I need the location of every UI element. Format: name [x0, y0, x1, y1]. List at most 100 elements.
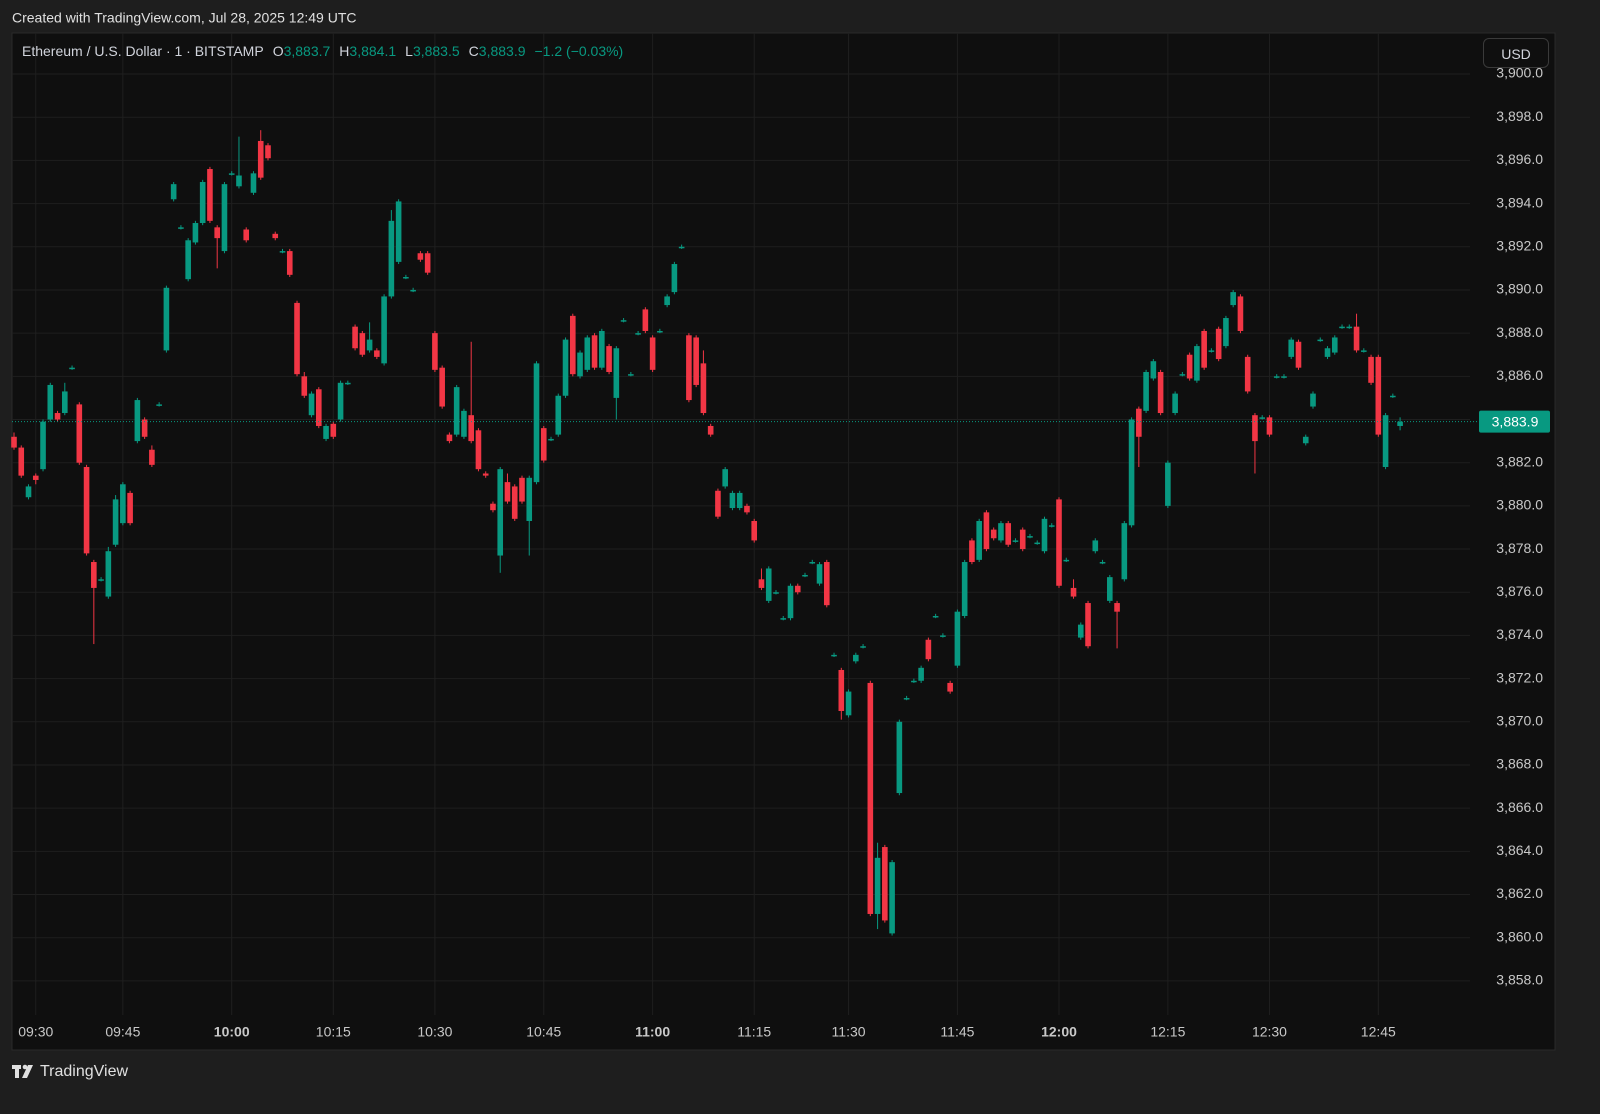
candle-body	[1237, 296, 1244, 331]
candle-body	[794, 585, 801, 593]
candle-body	[1107, 577, 1113, 601]
candle-body	[61, 391, 68, 414]
x-tick-label: 11:45	[940, 1024, 974, 1040]
candle-body	[620, 320, 627, 322]
candle-body	[352, 326, 358, 349]
y-tick-label: 3,898.0	[1496, 108, 1543, 124]
candle-body	[11, 436, 17, 448]
candle-body	[1063, 559, 1070, 562]
candle-body	[780, 618, 787, 620]
y-tick-label: 3,866.0	[1496, 799, 1543, 815]
y-tick-label: 3,896.0	[1496, 151, 1543, 167]
candle-body	[1295, 341, 1302, 368]
candle-body	[83, 467, 90, 554]
candle-body	[32, 475, 39, 480]
y-tick-label: 3,880.0	[1496, 497, 1543, 513]
candle-body	[1186, 354, 1193, 379]
candle-body	[272, 233, 279, 239]
candle-body	[744, 505, 750, 513]
candle-body	[497, 469, 504, 556]
candle-body	[983, 512, 990, 550]
candle-body	[707, 425, 714, 435]
candle-body	[1375, 356, 1382, 435]
candle-body	[294, 302, 300, 375]
y-tick-label: 3,882.0	[1496, 453, 1543, 469]
candle-body	[359, 333, 366, 355]
y-tick-label: 3,874.0	[1496, 626, 1543, 642]
candle-body	[1012, 540, 1019, 542]
candle-body	[758, 579, 765, 588]
x-tick-label: 12:30	[1252, 1024, 1287, 1040]
candle-body	[1382, 415, 1389, 468]
candle-body	[403, 276, 409, 279]
x-tick-label: 12:00	[1041, 1024, 1077, 1040]
legend-key: L	[405, 43, 413, 59]
candle-body	[257, 140, 264, 178]
candle-body	[1353, 326, 1360, 351]
candle-body	[1215, 328, 1222, 360]
candle-body	[301, 376, 308, 396]
x-tick-label: 11:00	[635, 1024, 670, 1040]
last-price-label: 3,883.9	[1492, 413, 1539, 429]
candle-body	[729, 492, 736, 509]
candle-body	[221, 184, 228, 252]
candle-body	[1361, 350, 1367, 352]
candle-body	[954, 611, 961, 666]
candle-body	[722, 469, 728, 487]
y-tick-label: 3,860.0	[1496, 928, 1543, 944]
candle-body	[149, 449, 155, 465]
x-tick-label: 09:30	[18, 1024, 53, 1040]
candle-body	[1121, 523, 1128, 580]
candle-body	[838, 669, 845, 711]
currency-button[interactable]: USD	[1483, 38, 1549, 68]
candle-body	[961, 562, 968, 616]
candle-body	[1281, 376, 1287, 378]
candle-body	[1266, 417, 1273, 435]
candle-body	[323, 425, 329, 439]
candle-body	[1056, 499, 1062, 586]
candle-body	[178, 227, 184, 229]
candle-body	[1208, 350, 1215, 352]
x-tick-label: 12:15	[1150, 1024, 1185, 1040]
x-tick-label: 11:30	[832, 1024, 866, 1040]
candle-body	[453, 387, 460, 435]
symbol: Ethereum / U.S. Dollar · 1 · BITSTAMP	[22, 43, 264, 59]
candle-body	[823, 562, 830, 606]
candle-body	[686, 335, 692, 401]
candle-body	[606, 346, 612, 372]
candle-body	[787, 585, 794, 619]
candle-body	[577, 352, 583, 377]
plot: 3,858.0 3,860.0 3,862.0 3,864.0 3,866.0 3,868…	[11, 33, 1550, 1040]
candle-body	[584, 337, 591, 370]
candle-body	[751, 520, 758, 541]
brand-logo	[12, 1064, 33, 1078]
candle-body	[533, 363, 540, 483]
candle-body	[1136, 408, 1142, 437]
candle-body	[374, 350, 380, 357]
candle-body	[490, 503, 496, 511]
candle-body	[1368, 356, 1374, 383]
candle-body	[439, 367, 445, 407]
candle-body	[40, 421, 46, 470]
candle-body	[976, 520, 982, 560]
candle-body	[243, 229, 250, 241]
candle-body	[236, 175, 242, 187]
candle-body	[816, 564, 823, 584]
candle-body	[678, 246, 685, 249]
candle-body	[120, 484, 126, 524]
y-tick-label: 3,886.0	[1496, 367, 1543, 383]
candle-body	[468, 415, 474, 442]
y-tick-label: 3,870.0	[1496, 712, 1543, 728]
candle-body	[990, 529, 997, 539]
candle-body	[417, 253, 424, 260]
x-tick-label: 10:45	[526, 1024, 561, 1040]
candle-body	[940, 635, 946, 637]
x-tick-label: 10:00	[214, 1024, 250, 1040]
y-tick-label: 3,892.0	[1496, 237, 1543, 253]
candle-body	[693, 337, 699, 385]
candle-body	[330, 423, 337, 437]
candle-body	[1331, 337, 1338, 353]
candle-body	[163, 287, 170, 351]
candle-body	[932, 615, 939, 618]
candle-body	[555, 395, 562, 435]
